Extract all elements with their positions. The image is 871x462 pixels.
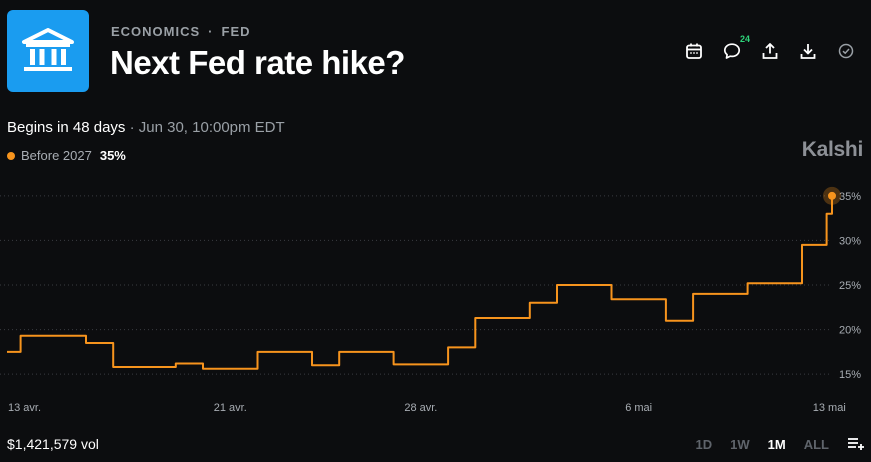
comment-count-badge: 24 [739,34,750,44]
range-1w[interactable]: 1W [730,437,750,452]
x-tick-label: 21 avr. [214,402,247,414]
chart-settings-icon[interactable] [847,436,865,453]
brand-logo: Kalshi [801,138,864,161]
begins-date: Jun 30, 10:00pm EDT [138,119,285,136]
x-tick-label: 6 mai [625,402,652,414]
page-title: Next Fed rate hike? [110,44,405,81]
volume-label: $1,421,579 vol [7,436,99,452]
series-line [7,195,833,370]
x-tick-label: 13 mai [813,402,846,414]
legend-name: Before 2027 [21,148,92,163]
range-1d[interactable]: 1D [695,437,713,452]
last-point-marker [828,191,836,200]
comment-icon[interactable]: 24 [721,34,750,62]
breadcrumb: ECONOMICS · FED [111,24,251,39]
subcategory-link[interactable]: FED [221,24,251,39]
begins-countdown: Begins in 48 days [7,119,126,136]
x-tick-label: 13 avr. [8,402,41,414]
calendar-icon[interactable] [683,40,705,62]
check-circle-icon[interactable] [835,40,857,62]
y-tick-label: 35% [839,191,861,203]
range-1m[interactable]: 1M [767,437,786,452]
y-tick-label: 20% [839,325,861,337]
time-range-selector: 1D 1W 1M ALL [696,436,865,453]
legend-value: 35% [99,148,126,163]
y-tick-label: 25% [839,280,861,292]
legend-dot [7,151,15,160]
begins-separator: · [125,119,139,136]
category-link[interactable]: ECONOMICS [111,24,201,39]
action-toolbar: 24 [683,34,857,62]
share-icon[interactable] [759,40,781,62]
download-icon[interactable] [797,40,819,62]
y-tick-label: 30% [839,235,861,247]
range-all[interactable]: ALL [803,437,829,452]
market-begins-line: Begins in 48 days · Jun 30, 10:00pm EDT [7,119,285,136]
breadcrumb-separator: · [208,24,214,39]
x-tick-label: 28 avr. [404,402,437,414]
y-tick-label: 15% [839,369,861,381]
bank-building-icon [7,10,89,92]
chart-legend: Before 2027 35% [7,148,126,163]
